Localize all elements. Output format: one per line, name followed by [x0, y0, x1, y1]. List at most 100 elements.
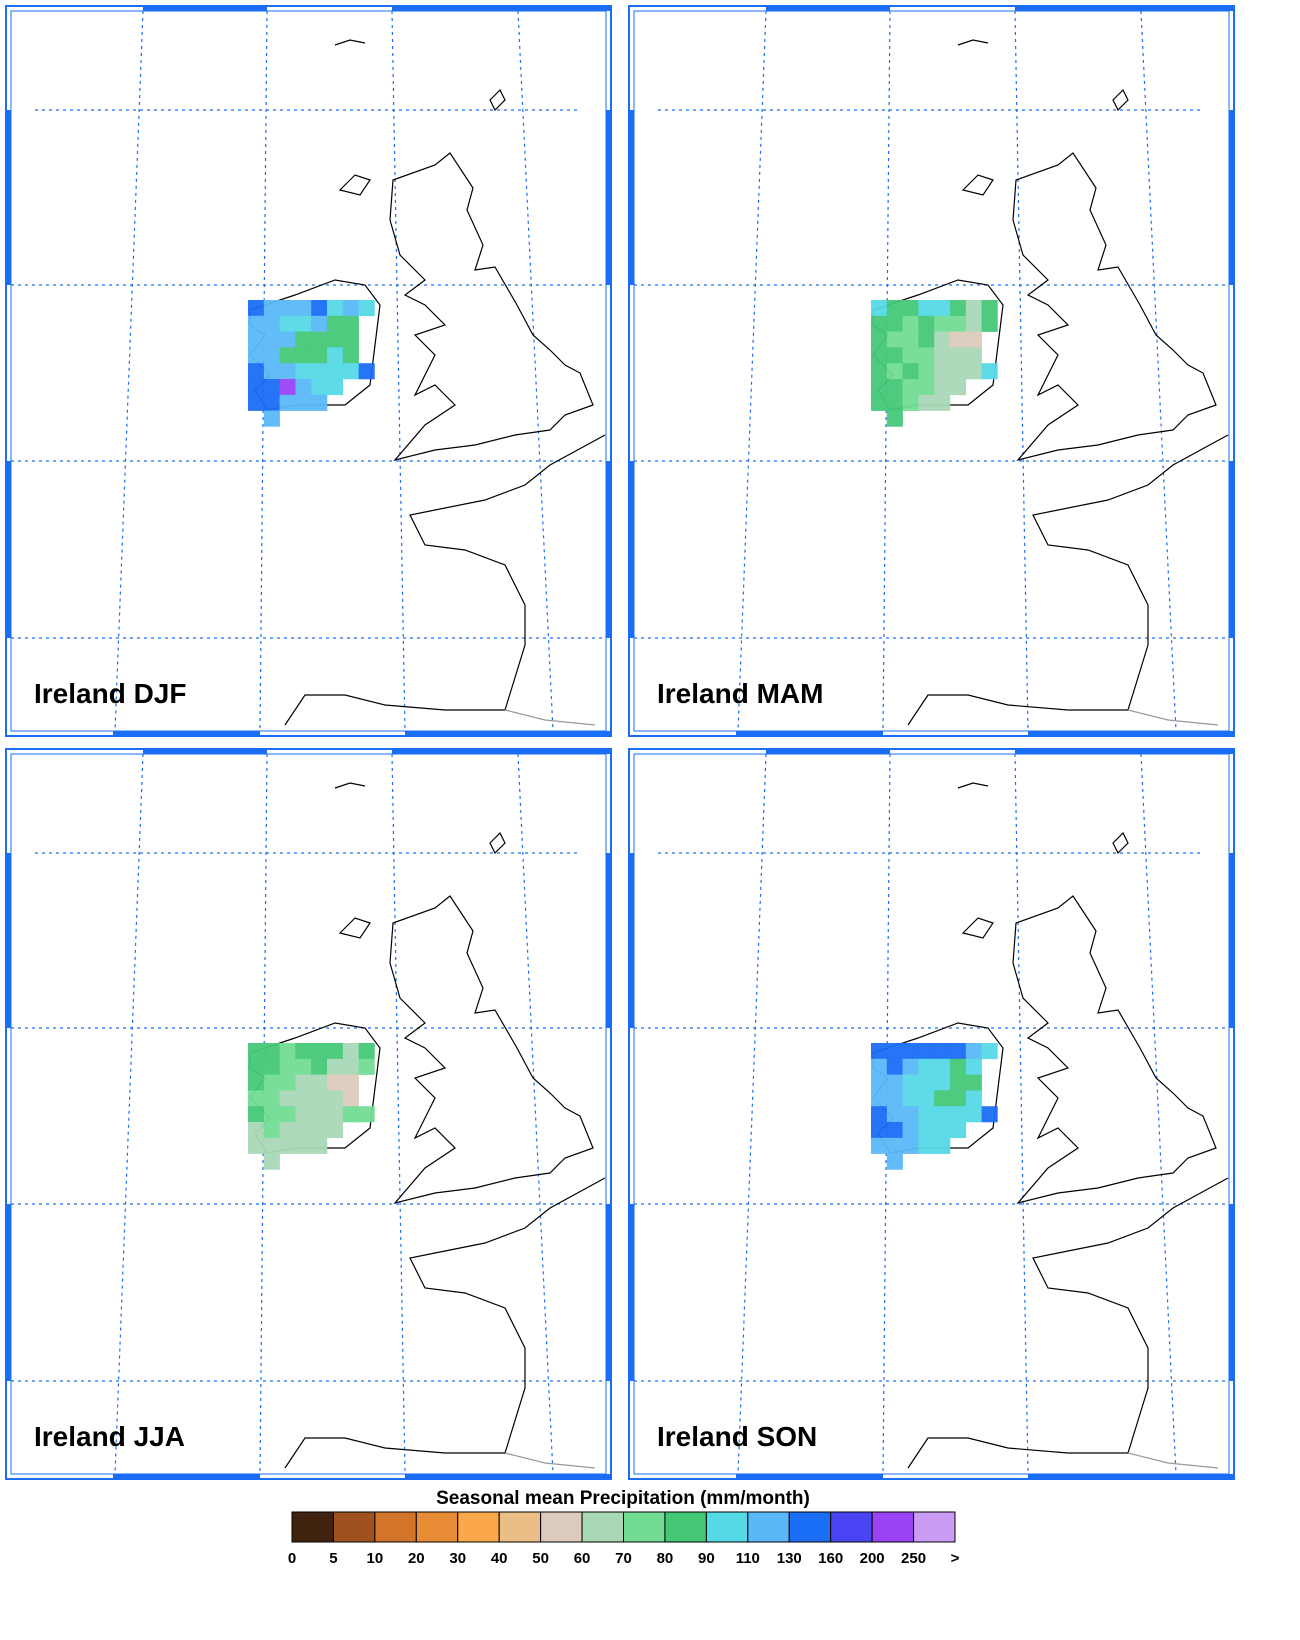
precip-cell [327, 315, 344, 332]
precip-cell [871, 1058, 888, 1075]
precip-cell [263, 1090, 280, 1107]
precip-cell [886, 363, 903, 380]
precip-cell [934, 331, 951, 348]
precip-cell [965, 1058, 982, 1075]
precip-cell [279, 1043, 296, 1060]
precip-cell [950, 1090, 967, 1107]
precip-cell [248, 315, 265, 332]
precip-cell [871, 379, 888, 396]
precip-cell [886, 331, 903, 348]
precip-cell [279, 379, 296, 396]
precip-cell [342, 1043, 359, 1060]
colorbar-label: 20 [408, 1550, 425, 1567]
precip-cell [358, 1058, 375, 1075]
precip-cell [902, 394, 919, 411]
precip-cell [327, 1043, 344, 1060]
precip-cell [902, 1058, 919, 1075]
colorbar-swatch [705, 1511, 749, 1543]
precip-cell [950, 1058, 967, 1075]
precip-cell [311, 394, 328, 411]
precip-cell [248, 1106, 265, 1123]
colorbar-swatch [498, 1511, 542, 1543]
precip-cell [934, 1090, 951, 1107]
precip-cell [248, 300, 265, 317]
precip-cell [965, 1106, 982, 1123]
colorbar-swatch [871, 1511, 915, 1543]
precip-cell [311, 1137, 328, 1154]
precip-cell [342, 1106, 359, 1123]
precip-cell [871, 1122, 888, 1139]
precip-cell [871, 315, 888, 332]
precip-cell [918, 379, 935, 396]
precip-cell [965, 347, 982, 364]
precip-cell [311, 1074, 328, 1091]
precip-cell [871, 1106, 888, 1123]
colorbar-swatch [291, 1511, 334, 1543]
precip-cell [886, 410, 903, 427]
precip-cell [295, 394, 312, 411]
precip-cell [965, 1090, 982, 1107]
precip-cell [358, 1043, 375, 1060]
precip-cell [311, 363, 328, 380]
map-panel: Ireland MAM [628, 5, 1235, 737]
precip-cell [934, 363, 951, 380]
precip-cell [902, 1090, 919, 1107]
precip-cell [295, 1090, 312, 1107]
precip-cell [358, 1106, 375, 1123]
panel-label: Ireland MAM [657, 678, 823, 709]
precip-cell [902, 1106, 919, 1123]
colorbar-swatch [664, 1511, 707, 1543]
precip-cell [902, 300, 919, 317]
precip-cell [342, 300, 359, 317]
colorbar-label: 250 [901, 1550, 926, 1567]
precip-cell [918, 1090, 935, 1107]
precip-cell [871, 347, 888, 364]
precip-cell [248, 379, 265, 396]
precip-cell [263, 347, 280, 364]
precip-cell [886, 1074, 903, 1091]
colorbar-swatch [747, 1511, 790, 1543]
precip-cell [981, 363, 998, 380]
precip-cell [934, 300, 951, 317]
precip-cell [279, 331, 296, 348]
colorbar-title: Seasonal mean Precipitation (mm/month) [436, 1488, 810, 1509]
precip-cell [918, 1043, 935, 1060]
precip-cell [886, 379, 903, 396]
precip-cell [981, 1106, 998, 1123]
precip-cell [886, 1043, 903, 1060]
precip-cell [263, 394, 280, 411]
precip-cell [311, 1106, 328, 1123]
precip-cell [327, 1090, 344, 1107]
colorbar-overflow-label: > [951, 1550, 960, 1567]
precip-cell [327, 300, 344, 317]
precip-cell [311, 331, 328, 348]
precip-cell [934, 1043, 951, 1060]
colorbar-label: 80 [657, 1550, 674, 1567]
precip-cell [279, 300, 296, 317]
precip-cell [279, 1074, 296, 1091]
precip-cell [279, 347, 296, 364]
precip-cell [886, 394, 903, 411]
precip-cell [886, 1090, 903, 1107]
colorbar-label: 70 [615, 1550, 632, 1567]
precip-cell [327, 379, 344, 396]
precip-cell [950, 1074, 967, 1091]
precip-cell [950, 331, 967, 348]
precip-cell [934, 315, 951, 332]
precip-cell [902, 347, 919, 364]
colorbar-label: 110 [736, 1550, 760, 1567]
colorbar-label: 50 [532, 1550, 549, 1567]
precip-cell [327, 1106, 344, 1123]
precip-cell [886, 1058, 903, 1075]
precip-cell [279, 1106, 296, 1123]
precip-cell [279, 363, 296, 380]
precip-cell [311, 379, 328, 396]
precip-cell [918, 300, 935, 317]
map-panel: Ireland DJF [5, 5, 612, 737]
precip-cell [263, 1043, 280, 1060]
precip-cell [871, 363, 888, 380]
precip-cell [918, 1058, 935, 1075]
precip-cell [981, 300, 998, 317]
precip-cell [342, 331, 359, 348]
colorbar: 0 5 10 20 30 40 50 60 70 80 90 110 130 160 200 250 > [288, 1511, 960, 1567]
